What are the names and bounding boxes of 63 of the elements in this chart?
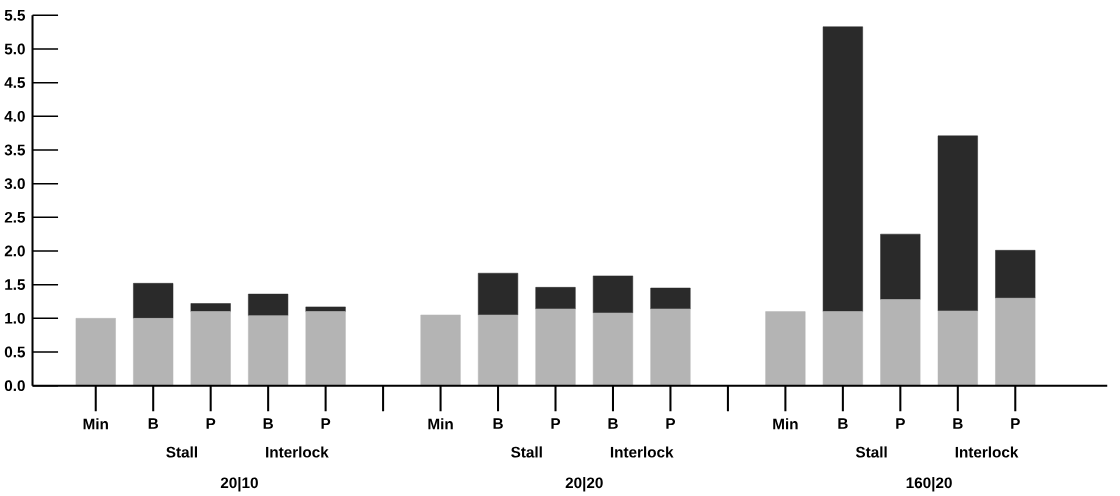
- x-tick-label: B: [148, 418, 159, 429]
- bar: [420, 314, 461, 387]
- y-tick-label: 5.0: [4, 43, 25, 55]
- x-tick-label: P: [551, 418, 561, 429]
- bar: [477, 314, 519, 387]
- bar: [248, 315, 289, 387]
- bar: [75, 318, 116, 387]
- y-tick-label: 3.0: [4, 178, 25, 190]
- x-tick-label: P: [666, 418, 676, 429]
- bar: [305, 306, 346, 313]
- x-tick-label: Min: [773, 418, 798, 430]
- x-tick-label: B: [263, 418, 273, 429]
- bar: [650, 287, 691, 310]
- x-tick-label: P: [321, 418, 331, 429]
- text: Interlock: [266, 446, 329, 458]
- x-tick-label: B: [838, 418, 848, 429]
- bar: [880, 299, 921, 387]
- bar: [880, 234, 921, 300]
- bar: [822, 311, 863, 387]
- bar: [822, 26, 863, 313]
- y-tick-label: 2.5: [4, 212, 26, 223]
- text: 20|20: [565, 477, 603, 492]
- bar: [937, 310, 978, 387]
- bar: [592, 312, 634, 387]
- bar: [535, 287, 576, 310]
- bar: [535, 308, 576, 387]
- bar: [765, 311, 806, 387]
- text: 160|20: [906, 477, 952, 492]
- text: 20|10: [220, 477, 258, 492]
- text: Interlock: [610, 446, 674, 458]
- bar: [650, 308, 691, 387]
- x-tick-label: B: [493, 418, 503, 429]
- x-tick-label: Min: [428, 418, 453, 430]
- y-tick-label: 4.0: [4, 111, 25, 122]
- y-tick-label: 0.0: [4, 380, 25, 392]
- bar: [133, 318, 174, 387]
- x-tick-label: B: [608, 418, 618, 429]
- bar: [248, 293, 289, 317]
- y-tick-label: 3.5: [4, 144, 26, 156]
- text: Stall: [166, 446, 197, 458]
- y-tick-label: 5.5: [4, 10, 26, 21]
- text: Stall: [855, 446, 887, 458]
- y-tick-label: 4.5: [4, 77, 26, 89]
- x-tick-label: P: [206, 418, 216, 429]
- bar: [937, 135, 978, 312]
- text: Stall: [511, 446, 542, 458]
- bar: [305, 311, 346, 387]
- x-tick-label: P: [1011, 418, 1020, 429]
- bar: [995, 250, 1036, 299]
- y-tick-label: 1.0: [5, 313, 25, 324]
- bar: [995, 298, 1036, 387]
- bar: [190, 311, 231, 387]
- bar: [477, 273, 519, 316]
- x-tick-label: P: [896, 418, 905, 429]
- y-tick-label: 1.5: [5, 279, 26, 291]
- bar: [190, 303, 231, 313]
- y-tick-label: 0.5: [4, 346, 26, 358]
- x-tick-label: B: [953, 418, 963, 429]
- text: Interlock: [955, 446, 1019, 458]
- bar: [133, 283, 174, 319]
- x-tick-label: Min: [83, 418, 108, 430]
- y-tick-label: 2.0: [4, 245, 25, 257]
- bar: [592, 275, 634, 314]
